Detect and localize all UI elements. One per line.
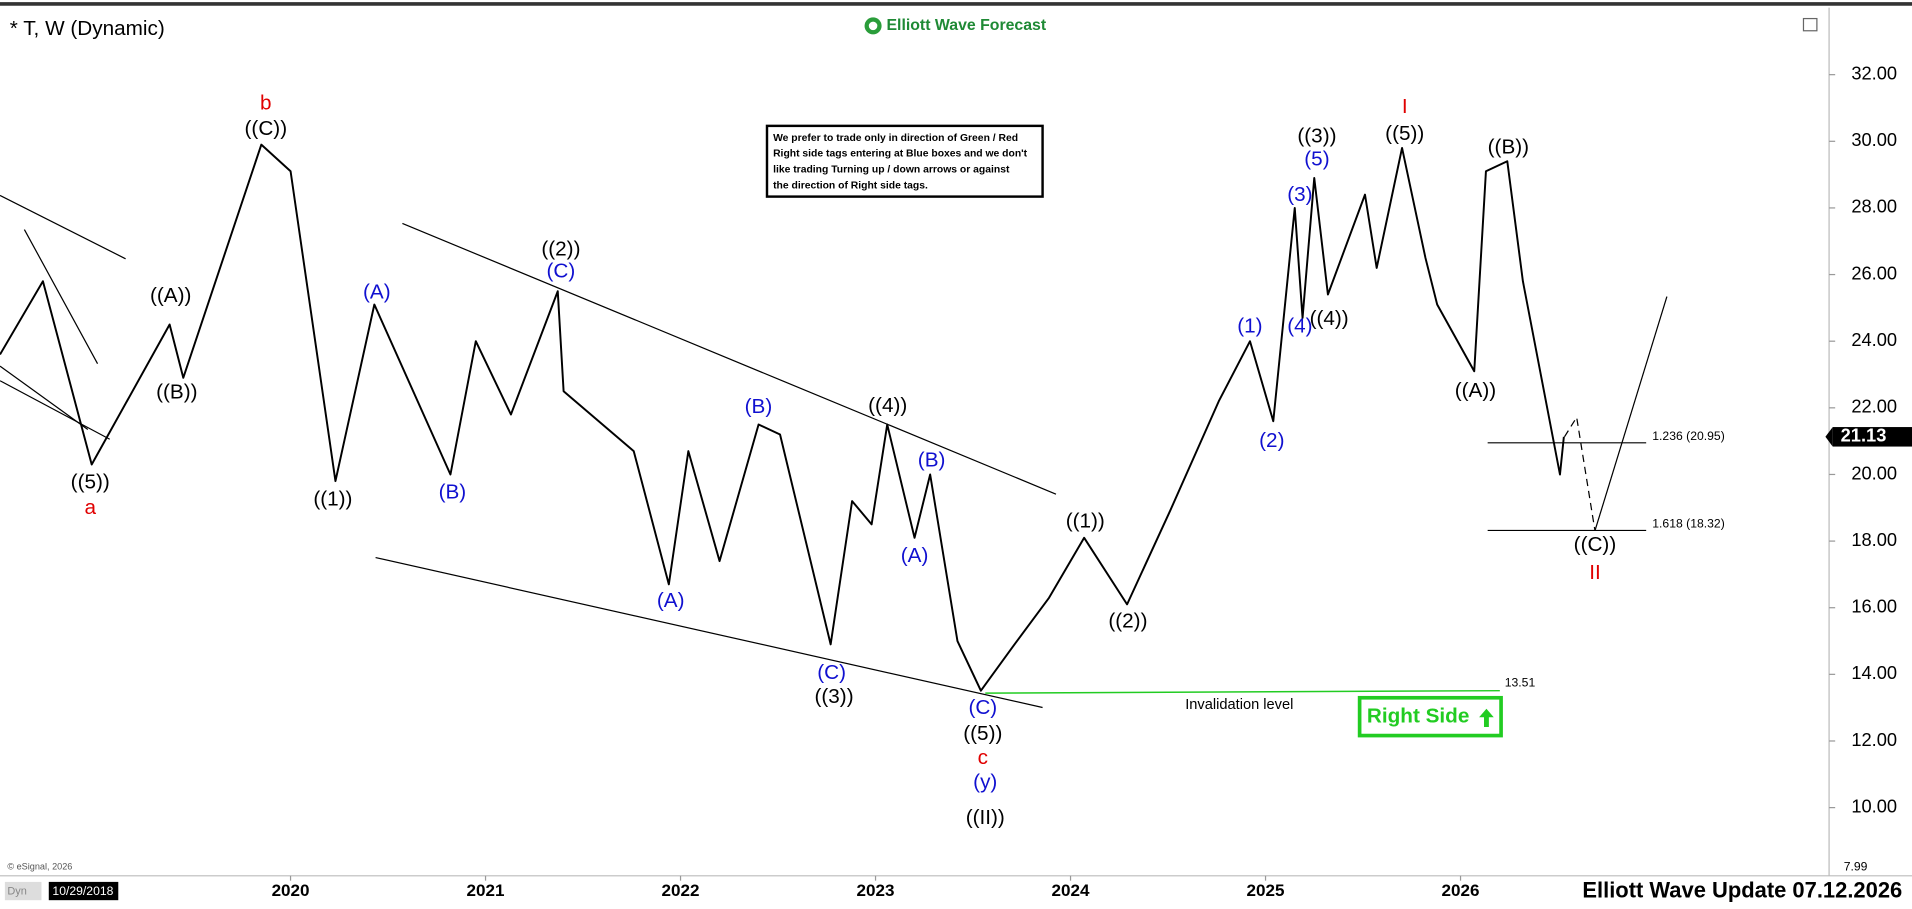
wave-label: (A) [657, 589, 685, 612]
wave-label: ((B)) [1488, 135, 1529, 158]
trend-line [0, 194, 126, 260]
x-tick-label: 2025 [1247, 881, 1285, 900]
wave-label: ((5)) [1385, 122, 1424, 145]
right-side-box [1357, 695, 1503, 738]
x-tick-label: 2022 [662, 881, 700, 900]
y-tick-label: 30.00 [1851, 129, 1897, 150]
trend-lines [0, 194, 1668, 709]
wave-label: ((2)) [541, 238, 580, 261]
trend-line [23, 229, 99, 364]
fib-label: 1.618 (18.32) [1652, 517, 1725, 531]
last-price-label: 21.13 [1841, 425, 1887, 446]
trend-line [0, 365, 89, 430]
start-date-box [48, 881, 119, 901]
y-tick-label: 12.00 [1851, 729, 1897, 750]
mode-label: Dyn [7, 886, 27, 898]
wave-label: (4) [1287, 315, 1312, 338]
y-tick-label: 26.00 [1851, 262, 1897, 283]
invalidation-line [985, 689, 1500, 694]
trend-line [0, 380, 111, 440]
y-tick-label: 14.00 [1851, 662, 1897, 683]
wave-label: ((1)) [1066, 510, 1105, 533]
wave-label: (C) [968, 696, 997, 719]
wave-label: ((1)) [313, 488, 352, 511]
wave-label: ((A)) [1455, 379, 1496, 402]
trend-line [375, 556, 1043, 709]
x-tick-label: 2023 [857, 881, 895, 900]
disclaimer-line: the direction of Right side tags. [773, 180, 928, 191]
wave-label: (B) [918, 449, 946, 472]
wave-label: ((5)) [963, 722, 1002, 745]
source: © eSignal, 2026 [7, 862, 72, 872]
wave-label: ((C)) [1574, 533, 1617, 556]
footer-box [1546, 877, 1912, 909]
wave-label: (A) [901, 544, 929, 567]
brand-icon-inner [868, 21, 878, 31]
axis-bottom-value: 7.99 [1844, 859, 1868, 873]
wave-label: (B) [745, 395, 773, 418]
chart-title: * T, W (Dynamic) [10, 17, 165, 40]
last-price-tag [1832, 427, 1912, 447]
wave-label: c [978, 746, 988, 769]
wave-label: (1) [1237, 315, 1262, 338]
wave-label: ((B)) [156, 380, 197, 403]
y-tick-label: 24.00 [1851, 329, 1897, 350]
trend-line [402, 222, 1057, 495]
wave-label: (A) [363, 280, 391, 303]
brand: Elliott Wave Forecast [886, 17, 1046, 34]
y-tick-label: 10.00 [1851, 795, 1897, 816]
y-tick-label: 32.00 [1851, 62, 1897, 83]
x-tick-label: 2026 [1442, 881, 1480, 900]
x-tick-label: 2020 [272, 881, 310, 900]
wave-label: ((4)) [1310, 307, 1349, 330]
mode-box [4, 881, 42, 901]
up-arrow-icon [1479, 708, 1494, 728]
wave-label: (3) [1287, 183, 1312, 206]
fib-label: 1.236 (20.95) [1652, 429, 1725, 443]
invalidation-label: Invalidation level [1185, 697, 1293, 713]
footer: Elliott Wave Update 07.12.2026 [1582, 877, 1902, 902]
invalidation-value: 13.51 [1505, 676, 1536, 690]
right-side-tag: Right Side [1367, 705, 1469, 728]
wave-label: a [84, 496, 96, 519]
x-tick-label: 2024 [1052, 881, 1090, 900]
y-tick-label: 16.00 [1851, 596, 1897, 617]
wave-label: ((2)) [1108, 610, 1147, 633]
projection-line [1594, 296, 1668, 531]
y-tick-label: 28.00 [1851, 196, 1897, 217]
disclaimer-line: like trading Turning up / down arrows or… [773, 165, 1010, 176]
last-price-pointer [1825, 427, 1833, 447]
x-tick-label: 2021 [467, 881, 505, 900]
wave-label: I [1402, 95, 1408, 118]
price-line [0, 143, 1565, 692]
wave-label: (2) [1259, 429, 1284, 452]
wave-label: ((A)) [150, 284, 191, 307]
wave-label: ((C)) [245, 117, 288, 140]
wave-label: II [1589, 561, 1601, 584]
wave-label: ((4)) [868, 394, 907, 417]
window-icon[interactable] [1802, 17, 1818, 32]
y-tick-label: 22.00 [1851, 396, 1897, 417]
wave-label: (y) [973, 771, 997, 794]
wave-label: b [260, 91, 272, 114]
projection-dashed [1563, 415, 1596, 531]
disclaimer-line: Right side tags entering at Blue boxes a… [773, 149, 1028, 160]
y-tick-label: 20.00 [1851, 462, 1897, 483]
wave-label: (5) [1304, 147, 1329, 170]
disclaimer-box [765, 124, 1044, 198]
disclaimer-line: We prefer to trade only in direction of … [773, 133, 1018, 144]
wave-label: ((II)) [966, 806, 1005, 829]
y-tick-label: 18.00 [1851, 529, 1897, 550]
wave-label: ((3)) [1297, 124, 1336, 147]
wave-label: (C) [817, 661, 846, 684]
wave-label: ((3)) [814, 685, 853, 708]
start-date: 10/29/2018 [52, 884, 113, 898]
wave-label: ((5)) [71, 471, 110, 494]
wave-label: (B) [439, 480, 467, 503]
wave-label: (C) [547, 260, 576, 283]
